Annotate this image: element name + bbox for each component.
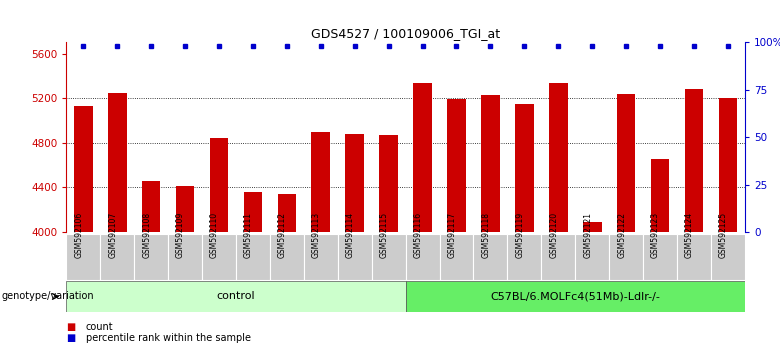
Bar: [541, 234, 576, 280]
Bar: [379, 135, 398, 232]
Text: GSM592107: GSM592107: [108, 212, 117, 258]
Text: ■: ■: [66, 322, 76, 332]
Text: GSM592118: GSM592118: [481, 212, 491, 258]
Text: GSM592123: GSM592123: [651, 212, 660, 258]
Text: GSM592106: GSM592106: [74, 212, 83, 258]
Text: genotype/variation: genotype/variation: [2, 291, 94, 302]
Text: control: control: [217, 291, 255, 302]
Text: GSM592115: GSM592115: [380, 212, 388, 258]
Bar: [311, 132, 330, 232]
Bar: [481, 95, 500, 232]
Text: GSM592111: GSM592111: [244, 212, 253, 258]
Bar: [74, 106, 93, 232]
Text: GSM592116: GSM592116: [413, 212, 423, 258]
Text: C57BL/6.MOLFc4(51Mb)-Ldlr-/-: C57BL/6.MOLFc4(51Mb)-Ldlr-/-: [491, 291, 660, 302]
Text: ■: ■: [66, 333, 76, 343]
Bar: [210, 138, 229, 232]
Bar: [406, 281, 745, 312]
Text: GSM592110: GSM592110: [210, 212, 219, 258]
Text: GSM592114: GSM592114: [346, 212, 355, 258]
Bar: [236, 234, 270, 280]
Bar: [406, 234, 440, 280]
Bar: [718, 98, 737, 232]
Bar: [711, 234, 745, 280]
Text: GSM592125: GSM592125: [719, 212, 728, 258]
Bar: [371, 234, 406, 280]
Bar: [101, 234, 134, 280]
Bar: [168, 234, 202, 280]
Bar: [304, 234, 338, 280]
Title: GDS4527 / 100109006_TGI_at: GDS4527 / 100109006_TGI_at: [311, 27, 500, 40]
Bar: [243, 192, 262, 232]
Bar: [515, 104, 534, 232]
Bar: [134, 234, 168, 280]
Text: GSM592120: GSM592120: [549, 212, 558, 258]
Bar: [651, 159, 669, 232]
Bar: [142, 181, 161, 232]
Text: percentile rank within the sample: percentile rank within the sample: [86, 333, 251, 343]
Bar: [685, 89, 704, 232]
Text: count: count: [86, 322, 113, 332]
Bar: [346, 134, 364, 232]
Bar: [609, 234, 643, 280]
Bar: [338, 234, 372, 280]
Bar: [643, 234, 677, 280]
Bar: [576, 234, 609, 280]
Text: GSM592109: GSM592109: [176, 212, 185, 258]
Text: GSM592112: GSM592112: [278, 212, 287, 258]
Text: GSM592113: GSM592113: [312, 212, 321, 258]
Text: GSM592122: GSM592122: [617, 212, 626, 258]
Bar: [473, 234, 508, 280]
Bar: [677, 234, 711, 280]
Text: GSM592121: GSM592121: [583, 212, 592, 258]
Text: GSM592108: GSM592108: [142, 212, 151, 258]
Bar: [440, 234, 473, 280]
Bar: [549, 83, 568, 232]
Bar: [108, 93, 126, 232]
Bar: [176, 185, 194, 232]
Text: GSM592119: GSM592119: [516, 212, 524, 258]
Text: GSM592117: GSM592117: [448, 212, 456, 258]
Bar: [66, 234, 101, 280]
Bar: [202, 234, 236, 280]
Bar: [447, 99, 466, 232]
Bar: [583, 222, 601, 232]
Bar: [617, 94, 636, 232]
Bar: [413, 82, 432, 232]
Bar: [507, 234, 541, 280]
Text: GSM592124: GSM592124: [685, 212, 694, 258]
Bar: [270, 234, 304, 280]
Bar: [278, 194, 296, 232]
Bar: [66, 281, 406, 312]
